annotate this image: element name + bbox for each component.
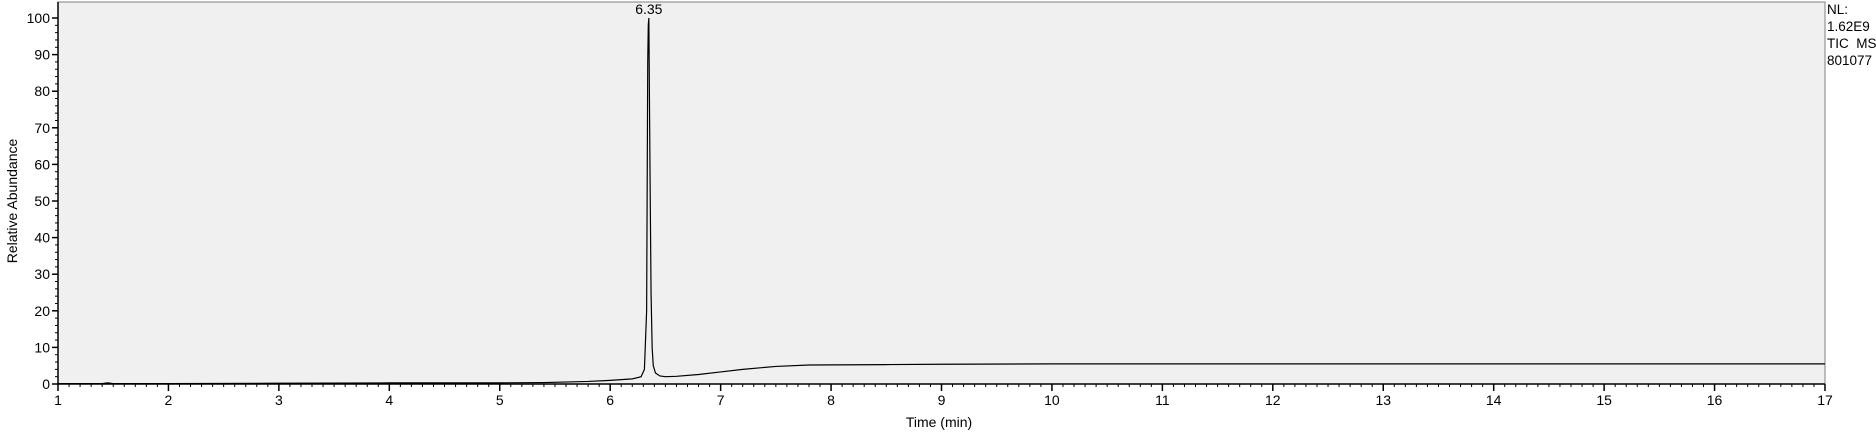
y-tick-label: 0 bbox=[42, 376, 50, 392]
y-tick-label: 20 bbox=[34, 303, 50, 319]
nl-value: 1.62E9 bbox=[1827, 19, 1870, 34]
x-tick-label: 7 bbox=[717, 392, 725, 408]
x-tick-label: 15 bbox=[1596, 392, 1612, 408]
plot-area bbox=[57, 1, 1826, 385]
y-tick-label: 40 bbox=[34, 230, 50, 246]
x-tick-label: 10 bbox=[1044, 392, 1060, 408]
x-tick-label: 13 bbox=[1375, 392, 1391, 408]
x-tick-label: 2 bbox=[165, 392, 173, 408]
y-tick-label: 60 bbox=[34, 156, 50, 172]
x-tick-label: 8 bbox=[827, 392, 835, 408]
trace-type: TIC MS bbox=[1827, 36, 1876, 51]
x-tick-label: 9 bbox=[938, 392, 946, 408]
y-tick-label: 50 bbox=[34, 193, 50, 209]
x-axis: 1 2 3 4 5 6 7 8 9 10 11 12 13 14 15 16 17 bbox=[54, 383, 1833, 408]
nl-label: NL: bbox=[1827, 2, 1849, 17]
sample-number: 801077 bbox=[1827, 53, 1873, 68]
x-tick-label: 17 bbox=[1817, 392, 1833, 408]
x-tick-label: 16 bbox=[1707, 392, 1723, 408]
x-tick-label: 6 bbox=[606, 392, 614, 408]
x-tick-label: 5 bbox=[496, 392, 504, 408]
y-tick-label: 100 bbox=[27, 10, 51, 26]
y-tick-label: 70 bbox=[34, 120, 50, 136]
tic-trace bbox=[58, 17, 1825, 385]
x-tick-label: 3 bbox=[275, 392, 283, 408]
y-tick-label: 10 bbox=[34, 339, 50, 355]
peak-label: 6.35 bbox=[635, 1, 662, 17]
info-block: NL: 1.62E9 TIC MS 801077 bbox=[1827, 1, 1876, 69]
y-axis-title: Relative Abundance bbox=[4, 139, 20, 264]
y-tick-label: 90 bbox=[34, 47, 50, 63]
x-tick-label: 14 bbox=[1486, 392, 1502, 408]
x-tick-label: 4 bbox=[385, 392, 393, 408]
y-tick-label: 80 bbox=[34, 83, 50, 99]
y-axis: 0 10 20 30 40 50 60 70 80 90 100 bbox=[27, 2, 59, 392]
x-tick-label: 1 bbox=[54, 392, 62, 408]
y-tick-label: 30 bbox=[34, 266, 50, 282]
x-tick-label: 12 bbox=[1265, 392, 1281, 408]
x-axis-title: Time (min) bbox=[906, 414, 972, 430]
x-tick-label: 11 bbox=[1155, 392, 1170, 408]
